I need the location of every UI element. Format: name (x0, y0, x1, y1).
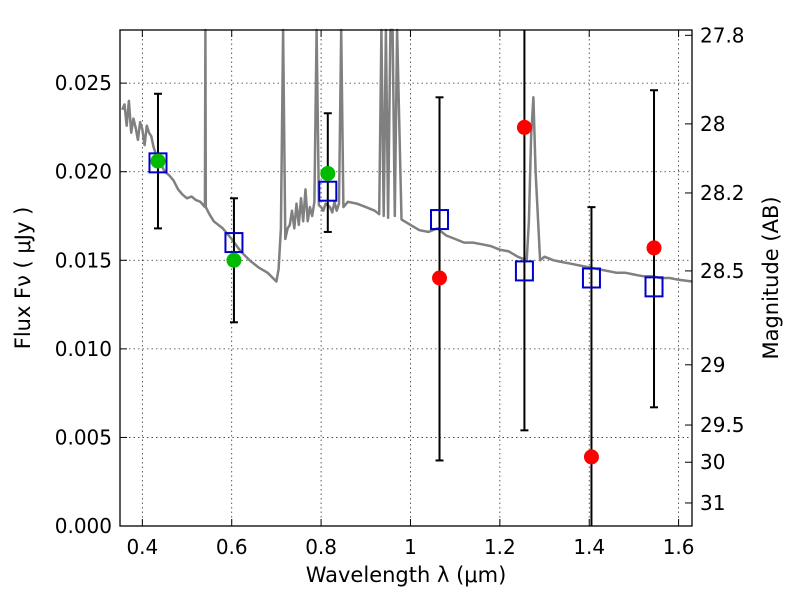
x-axis-label: Wavelength λ (μm) (306, 563, 507, 587)
y-tick-label: 0.005 (55, 425, 112, 449)
y-tick-label: 0.025 (55, 71, 112, 95)
model-photometry-square (430, 209, 450, 231)
right-tick-label: 31 (700, 491, 725, 515)
model-photometry-square (224, 232, 244, 254)
model-photometry-square (514, 260, 534, 282)
upper-limit-point (646, 240, 662, 256)
model-photometry-square (644, 276, 664, 298)
x-tick-label: 0.4 (126, 535, 158, 559)
right-tick-label: 28.2 (700, 181, 745, 205)
y-tick-label: 0.015 (55, 248, 112, 272)
x-tick-label: 1 (404, 535, 417, 559)
y-tick-label: 0.020 (55, 160, 112, 184)
x-tick-label: 0.6 (216, 535, 248, 559)
right-axis-label: Magnitude (AB) (759, 196, 783, 359)
x-tick-label: 1.2 (484, 535, 516, 559)
x-tick-label: 0.8 (305, 535, 337, 559)
model-sed-line (121, 28, 693, 283)
upper-limit-point (516, 119, 532, 135)
detection-point (150, 153, 166, 169)
right-tick-label: 29 (700, 353, 725, 377)
x-tick-label: 1.6 (663, 535, 695, 559)
y-axis-label: Flux Fν ( μJy ) (11, 207, 35, 350)
y-tick-label: 0.000 (55, 514, 112, 538)
model-photometry-layer (148, 152, 664, 298)
right-tick-label: 28 (700, 112, 725, 136)
right-tick-label: 30 (700, 450, 725, 474)
model-photometry-square (581, 267, 601, 289)
upper-limit-point (583, 449, 599, 465)
model-photometry-square (318, 180, 338, 202)
x-tick-label: 1.4 (573, 535, 605, 559)
upper-limit-point (432, 270, 448, 286)
right-tick-label: 28.5 (700, 259, 745, 283)
model-photometry-square (148, 152, 168, 174)
plot-frame (119, 29, 693, 527)
observed-photometry-layer (150, 119, 662, 465)
tick-marks (120, 30, 692, 527)
tick-labels: 0.4 0.6 0.8 1 1.2 1.4 1.6 0.000 0.005 0.010 0.015 0… (55, 23, 745, 559)
model-sed-line-layer (121, 28, 693, 283)
right-tick-label: 27.8 (700, 23, 745, 47)
y-tick-label: 0.010 (55, 337, 112, 361)
right-tick-label: 29.5 (700, 413, 745, 437)
detection-point (320, 165, 336, 181)
detection-point (226, 252, 242, 268)
